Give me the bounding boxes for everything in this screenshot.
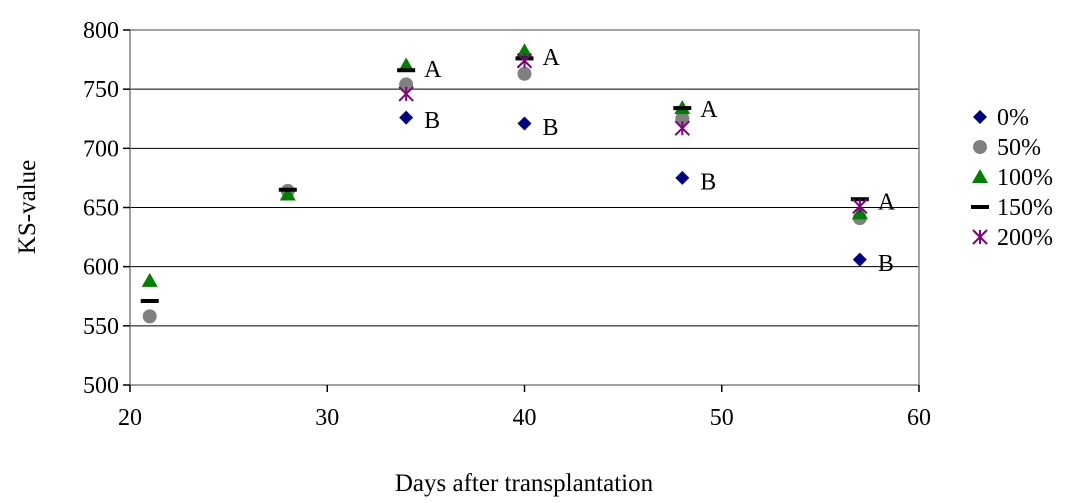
significance-label: A (700, 97, 718, 123)
data-point (398, 57, 415, 72)
data-point (517, 66, 532, 81)
x-tick-label: 30 (315, 405, 339, 431)
data-point (673, 106, 692, 111)
significance-label: B (700, 169, 716, 195)
legend-item: 200% (972, 225, 1053, 251)
legend-marker (971, 205, 989, 209)
significance-label: A (878, 189, 896, 215)
data-point (516, 53, 533, 69)
data-points (140, 43, 869, 324)
x-tick-label: 20 (118, 405, 142, 431)
x-tick-label: 50 (710, 405, 734, 431)
legend-marker (972, 229, 988, 245)
x-tick-label: 60 (907, 405, 931, 431)
data-point (399, 110, 414, 125)
significance-label: A (424, 57, 442, 83)
asterisk-stroke (852, 198, 868, 215)
data-point (279, 186, 296, 201)
y-tick-label: 550 (83, 314, 119, 340)
data-point (140, 298, 159, 303)
legend-item: 150% (971, 195, 1053, 221)
y-tick-label: 700 (83, 136, 119, 162)
gridlines (130, 88, 919, 327)
data-point (399, 77, 414, 92)
significance-label: A (543, 45, 561, 71)
legend-label: 0% (997, 105, 1029, 131)
significance-label: B (424, 108, 440, 134)
data-point (850, 197, 869, 202)
data-point (398, 86, 414, 102)
legend-marker (973, 110, 987, 124)
y-tick-label: 750 (83, 77, 119, 103)
data-point (141, 272, 158, 287)
y-tick-label: 600 (83, 255, 119, 281)
legend-label: 150% (997, 195, 1053, 221)
data-point (142, 309, 157, 324)
series-100pct (141, 43, 868, 287)
data-point (852, 252, 867, 267)
data-point (674, 120, 691, 136)
x-axis-ticks: 20 30 40 50 60 (118, 385, 931, 431)
series-200pct (398, 53, 868, 215)
data-point (852, 198, 868, 215)
data-point (675, 170, 690, 185)
significance-label: B (543, 115, 559, 141)
legend: 0% 50% 100% 150% 200% (971, 105, 1053, 251)
y-axis-title: KS-value (14, 160, 41, 254)
legend-item: 0% (973, 105, 1029, 131)
legend-item: 50% (973, 135, 1041, 161)
y-tick-label: 800 (83, 18, 119, 44)
data-point (516, 43, 533, 58)
asterisk-stroke (398, 86, 414, 102)
y-tick-label: 500 (83, 373, 119, 399)
data-point (517, 116, 532, 131)
series-50pct (142, 66, 867, 324)
asterisk-stroke (972, 229, 988, 245)
legend-label: 200% (997, 225, 1053, 251)
data-point (278, 187, 297, 192)
data-point (397, 68, 416, 73)
series-150pct (140, 56, 869, 303)
data-point (675, 111, 690, 126)
asterisk-stroke (516, 53, 533, 69)
legend-label: 100% (997, 165, 1053, 191)
legend-label: 50% (997, 135, 1041, 161)
y-axis-ticks: 500 550 600 650 700 750 800 (83, 18, 130, 399)
asterisk-stroke (674, 120, 691, 136)
series-0pct (399, 110, 867, 267)
legend-marker (972, 169, 988, 183)
y-tick-label: 650 (83, 196, 119, 222)
legend-item: 100% (972, 165, 1053, 191)
x-axis-title: Days after transplantation (395, 470, 654, 497)
legend-marker (973, 140, 987, 154)
significance-label: B (878, 251, 894, 277)
x-tick-label: 40 (513, 405, 537, 431)
